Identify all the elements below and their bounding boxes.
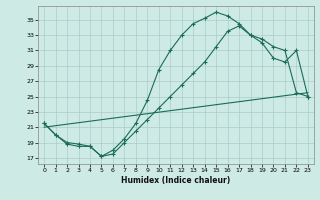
X-axis label: Humidex (Indice chaleur): Humidex (Indice chaleur) [121, 176, 231, 185]
